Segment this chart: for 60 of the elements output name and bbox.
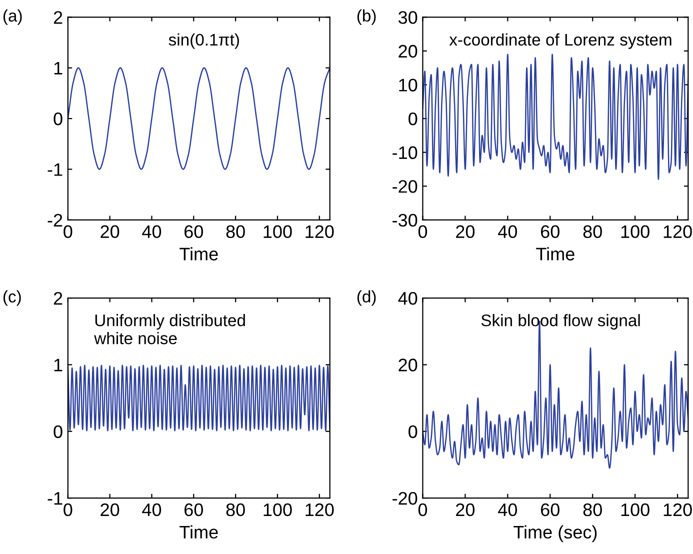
x-tick-label: 40 bbox=[142, 503, 162, 516]
y-tick-label: 1 bbox=[54, 358, 62, 372]
y-tick-label: 0 bbox=[408, 425, 418, 438]
x-tick-label: 20 bbox=[456, 503, 475, 516]
chart-title: (a) bbox=[3, 9, 22, 25]
chart-title: (d) bbox=[357, 290, 376, 306]
y-tick-label: 1 bbox=[54, 62, 62, 74]
x-tick-label: 0 bbox=[418, 503, 428, 516]
x-tick-label: 0 bbox=[64, 225, 72, 238]
y-tick-label: 2 bbox=[54, 11, 62, 24]
x-tick-label: 120 bbox=[306, 503, 334, 516]
annotation: x-coordinate of Lorenz system bbox=[449, 33, 672, 49]
x-tick-label: 0 bbox=[64, 503, 72, 516]
x-tick-label: 20 bbox=[100, 225, 120, 238]
x-tick-label: 20 bbox=[456, 225, 475, 238]
x-tick-label: 40 bbox=[498, 503, 517, 516]
y-tick-label: 0 bbox=[54, 425, 62, 438]
x-tick-label: 20 bbox=[100, 503, 120, 516]
x-axis-title: Time bbox=[536, 247, 574, 260]
x-axis-title: Time (sec) bbox=[514, 525, 597, 542]
y-tick-label: -20 bbox=[392, 492, 418, 505]
x-axis-title: Time bbox=[180, 525, 218, 539]
x-axis-title: Time bbox=[180, 247, 218, 260]
x-tick-label: 100 bbox=[264, 225, 292, 238]
chart-title: (b) bbox=[357, 9, 376, 25]
x-tick-label: 40 bbox=[498, 225, 517, 238]
x-tick-label: 120 bbox=[664, 225, 692, 238]
x-tick-label: 80 bbox=[226, 225, 245, 238]
y-tick-label: 10 bbox=[399, 78, 418, 92]
y-tick-label: 0 bbox=[408, 112, 418, 126]
x-tick-label: 60 bbox=[541, 225, 560, 238]
y-tick-label: -1 bbox=[48, 163, 62, 176]
y-tick-label: 20 bbox=[398, 358, 418, 372]
y-tick-label: 2 bbox=[54, 292, 62, 305]
y-tick-label: -2 bbox=[48, 214, 62, 226]
x-tick-label: 80 bbox=[583, 225, 602, 238]
y-tick-label: -20 bbox=[392, 180, 418, 193]
y-tick-label: -30 bbox=[392, 214, 418, 227]
x-tick-label: 80 bbox=[583, 503, 602, 516]
x-tick-label: 100 bbox=[621, 225, 650, 238]
x-tick-label: 80 bbox=[226, 503, 245, 516]
x-tick-label: 120 bbox=[306, 225, 334, 238]
x-tick-label: 100 bbox=[264, 503, 292, 516]
y-tick-label: 20 bbox=[398, 44, 418, 58]
x-tick-label: 120 bbox=[664, 503, 692, 516]
x-tick-label: 60 bbox=[184, 225, 203, 238]
y-tick-label: -1 bbox=[48, 492, 62, 505]
x-tick-label: 60 bbox=[541, 503, 560, 516]
x-tick-label: 100 bbox=[621, 503, 650, 516]
x-tick-label: 60 bbox=[184, 503, 203, 516]
y-tick-label: 40 bbox=[398, 292, 418, 305]
annotation: Uniformly distributed white noise bbox=[94, 314, 245, 344]
chart-title: (c) bbox=[3, 290, 21, 306]
y-tick-label: 0 bbox=[54, 112, 62, 126]
x-tick-label: 0 bbox=[418, 225, 428, 238]
y-tick-label: -10 bbox=[392, 146, 418, 160]
annotation: Skin blood flow signal bbox=[481, 314, 640, 330]
annotation: sin(0.1πt) bbox=[168, 33, 239, 49]
x-tick-label: 40 bbox=[142, 225, 162, 238]
y-tick-label: 30 bbox=[398, 11, 418, 24]
